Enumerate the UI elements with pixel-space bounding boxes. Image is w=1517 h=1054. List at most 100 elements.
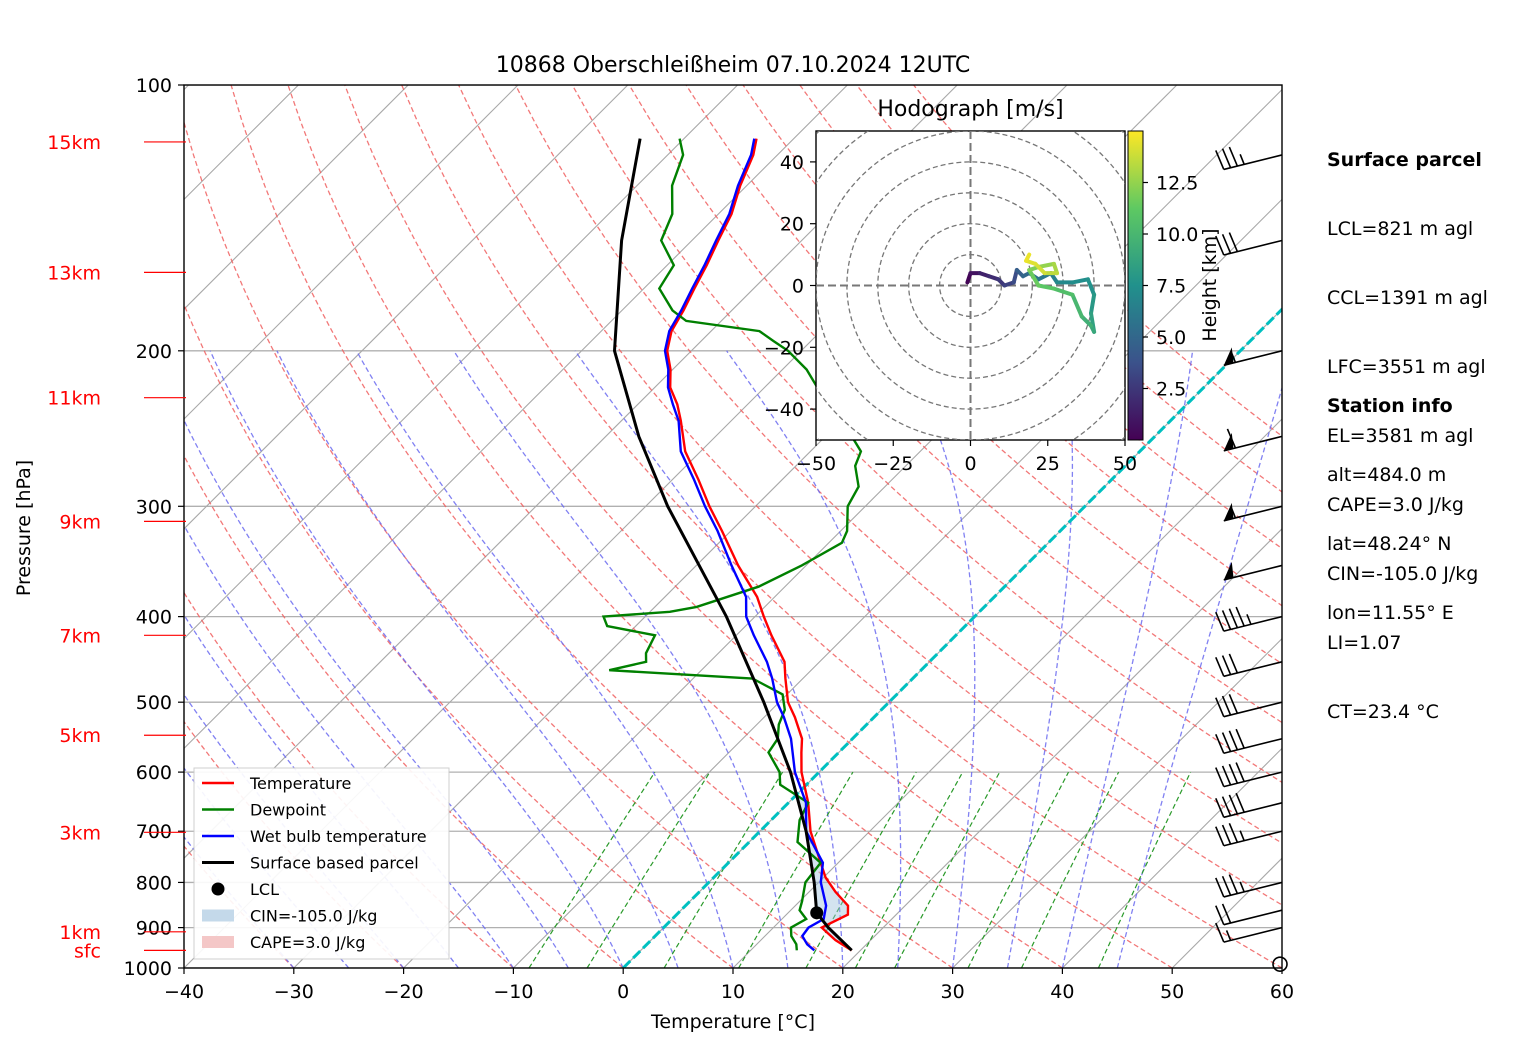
isotherm-line bbox=[1062, 747, 1282, 968]
hodograph-segment bbox=[1036, 283, 1056, 291]
barb-full bbox=[1221, 875, 1232, 896]
parcel-cape: CAPE=3.0 J/kg bbox=[1327, 494, 1464, 516]
colorbar-tick-label: 2.5 bbox=[1156, 379, 1186, 401]
hodograph-segment bbox=[1089, 292, 1097, 316]
hodograph-segment bbox=[1070, 277, 1090, 285]
barb-full bbox=[1215, 798, 1225, 818]
barb-staff bbox=[1223, 154, 1283, 171]
hodograph-title: Hodograph [m/s] bbox=[877, 97, 1063, 122]
hodograph-x-tick-label: −50 bbox=[796, 453, 836, 475]
y-axis-label: Pressure [hPa] bbox=[13, 460, 35, 596]
mixing-ratio-line bbox=[854, 771, 964, 968]
station-info-title: Station info bbox=[1327, 395, 1453, 417]
y-tick-label: 400 bbox=[136, 607, 172, 629]
isotherm-line bbox=[184, 85, 409, 310]
moist-adiabat-line bbox=[1061, 350, 1194, 968]
parcel-li: LI=1.07 bbox=[1327, 632, 1402, 654]
barb-full bbox=[1228, 730, 1239, 751]
dry-adiabat-line bbox=[571, 85, 1282, 784]
hodograph-y-tick-label: 40 bbox=[780, 152, 804, 174]
barb-full bbox=[1221, 655, 1232, 675]
barb-half bbox=[1225, 930, 1232, 941]
x-tick-label: 20 bbox=[831, 981, 855, 1003]
isotherm-line bbox=[732, 418, 1282, 968]
barb-staff bbox=[1223, 239, 1283, 256]
moist-adiabat-line bbox=[209, 350, 624, 968]
barb-full bbox=[1215, 767, 1225, 787]
wind-barb bbox=[1223, 502, 1283, 522]
series-line-temperature bbox=[665, 138, 853, 952]
y-tick-label: 1000 bbox=[124, 958, 172, 980]
barb-staff bbox=[1223, 661, 1283, 678]
legend-label: CAPE=3.0 J/kg bbox=[250, 933, 365, 952]
wind-barb bbox=[1223, 428, 1283, 452]
barb-full bbox=[1226, 428, 1237, 449]
barb-flag bbox=[1223, 347, 1234, 366]
mixing-ratio-line bbox=[663, 771, 784, 968]
hodograph-x-tick-label: −25 bbox=[873, 453, 913, 475]
hodograph-segment bbox=[1085, 277, 1097, 297]
barb-full bbox=[1215, 235, 1225, 256]
barb-full bbox=[1235, 762, 1245, 782]
height-label: 7km bbox=[59, 625, 101, 647]
parcel-ct: CT=23.4 °C bbox=[1327, 701, 1439, 723]
legend-label: Temperature bbox=[249, 774, 351, 793]
barb-full bbox=[1221, 148, 1232, 169]
barb-full bbox=[1221, 903, 1232, 924]
wind-barb bbox=[1215, 903, 1283, 926]
barb-staff bbox=[1223, 881, 1283, 898]
dry-adiabat-line bbox=[514, 85, 1282, 844]
wind-barb bbox=[1215, 232, 1283, 256]
hodograph-segment bbox=[1036, 261, 1056, 269]
parcel-lcl: LCL=821 m agl bbox=[1327, 218, 1474, 240]
barb-full bbox=[1215, 905, 1225, 925]
y-tick-label: 800 bbox=[136, 872, 172, 894]
wind-barb bbox=[1215, 922, 1283, 943]
x-tick-label: 10 bbox=[721, 981, 745, 1003]
moist-adiabat-line bbox=[900, 350, 976, 968]
dry-adiabat-line bbox=[184, 120, 844, 968]
hodograph-frame bbox=[815, 130, 1126, 441]
mixing-ratio-line bbox=[805, 771, 917, 968]
legend-label: Wet bulb temperature bbox=[250, 827, 427, 846]
barb-full bbox=[1235, 728, 1245, 749]
lcl-marker bbox=[810, 906, 824, 920]
wind-barb bbox=[1223, 347, 1283, 367]
barb-staff bbox=[1223, 802, 1283, 819]
barb-staff bbox=[1223, 909, 1283, 926]
parcel-el: EL=3581 m agl bbox=[1327, 425, 1474, 447]
barb-full bbox=[1215, 697, 1225, 718]
barb-full bbox=[1228, 232, 1239, 252]
barb-full bbox=[1221, 796, 1232, 816]
legend-label: Surface based parcel bbox=[250, 854, 419, 873]
x-tick-label: 60 bbox=[1270, 981, 1294, 1003]
height-label: 3km bbox=[59, 822, 101, 844]
chart-title: 10868 Oberschleißheim 07.10.2024 12UTC bbox=[496, 53, 971, 78]
y-tick-label: 600 bbox=[136, 762, 172, 784]
barb-half bbox=[1239, 154, 1245, 165]
x-tick-label: −30 bbox=[274, 981, 314, 1003]
barb-full bbox=[1228, 653, 1239, 674]
dry-adiabat-line bbox=[184, 454, 624, 968]
isotherm-line bbox=[184, 85, 629, 530]
wind-barb bbox=[1215, 653, 1283, 678]
hodograph-segment bbox=[1024, 252, 1032, 263]
x-tick-label: 30 bbox=[941, 981, 965, 1003]
surface-parcel-title: Surface parcel bbox=[1327, 149, 1482, 171]
wind-barb bbox=[1223, 561, 1283, 581]
y-tick-label: 100 bbox=[136, 75, 172, 97]
hodograph-x-tick-label: 25 bbox=[1036, 453, 1060, 475]
dry-adiabat-line bbox=[458, 85, 1282, 906]
barb-full bbox=[1235, 792, 1245, 813]
series-line-dewpoint bbox=[601, 138, 863, 951]
barb-full bbox=[1221, 765, 1232, 786]
colorbar-tick-label: 10.0 bbox=[1156, 224, 1198, 246]
barb-full bbox=[1228, 608, 1239, 629]
x-axis-label: Temperature [°C] bbox=[650, 1011, 815, 1033]
height-label: 9km bbox=[59, 511, 101, 533]
wind-barb bbox=[1215, 146, 1283, 171]
y-tick-label: 200 bbox=[136, 341, 172, 363]
hodograph-segment bbox=[1027, 268, 1041, 288]
parcel-lfc: LFC=3551 m agl bbox=[1327, 356, 1486, 378]
